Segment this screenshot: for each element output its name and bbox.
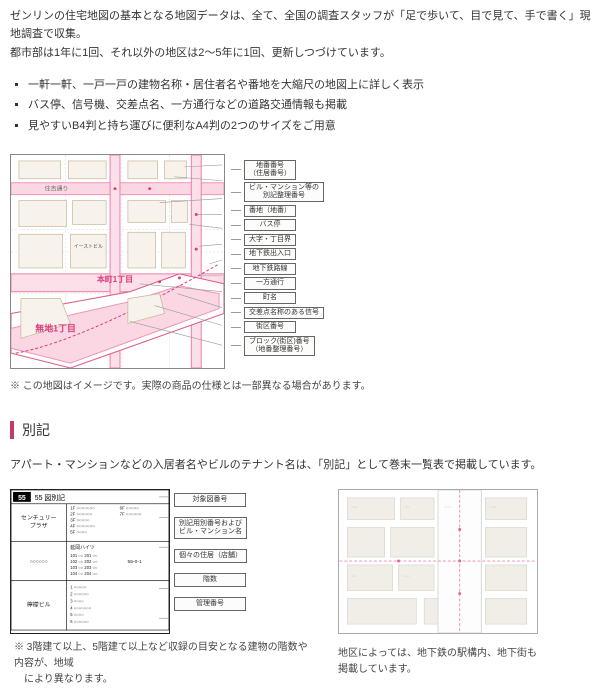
- svg-text:○○○: ○○○: [351, 573, 357, 577]
- svg-text:プラザ: プラザ: [30, 522, 48, 529]
- legend-callout: 対象図番号: [174, 493, 246, 507]
- svg-text:○○○○: ○○○○: [402, 573, 409, 577]
- map-diagram: 本町1丁目 無地1丁目 住吉通り イーストビル 地番番号 （住居番号） ビル・マ…: [10, 154, 591, 369]
- legend-image: 55 55 図別記 センチュリー プラザ 1F ○○○○○○○ 2F ○○○○○…: [10, 489, 170, 634]
- svg-text:104 ○○ 204 ○○: 104 ○○ 204 ○○: [70, 570, 98, 575]
- section-title: 別記: [22, 419, 50, 441]
- callout-label: 大字・丁目界: [244, 234, 296, 246]
- svg-text:1 ○○○○○: 1 ○○○○○: [70, 584, 86, 589]
- svg-text:住吉通り: 住吉通り: [45, 184, 69, 192]
- svg-text:55: 55: [18, 494, 26, 501]
- svg-text:檸檬ビル: 檸檬ビル: [27, 600, 51, 608]
- svg-text:2F ○○○○○○: 2F ○○○○○○: [70, 511, 92, 516]
- legend-note: ※ 3階建て以上、5階建て以上など収録の目安となる建物の階数や内容が、地域 によ…: [10, 640, 310, 688]
- svg-text:55-0-1: 55-0-1: [127, 559, 141, 565]
- section-header-bekki: 別記: [10, 419, 591, 441]
- callout-label: ビル・マンション等の 別記整理番号: [244, 182, 324, 202]
- svg-text:4F ○○○○○○○: 4F ○○○○○○○: [70, 523, 95, 528]
- svg-text:4 ○○○○○○○: 4 ○○○○○○○: [70, 605, 91, 610]
- callout-label: バス停: [244, 219, 296, 231]
- legend-callout: 別記用別番号および ビル・マンション名: [174, 517, 247, 539]
- feature-item: 見やすいB4判と持ち運びに便利なA4判の2つのサイズをご用意: [28, 118, 591, 136]
- svg-text:5 ○○○○: 5 ○○○○: [70, 612, 84, 617]
- callout-label: 地下鉄路線: [244, 263, 296, 275]
- legend-callout: 階数: [174, 573, 246, 587]
- svg-text:延岡ハイツ: 延岡ハイツ: [70, 544, 95, 551]
- svg-text:5F ○○○○: 5F ○○○○: [70, 529, 87, 534]
- callout-label: 街区番号: [244, 321, 296, 333]
- callout-label: 交差点名称のある信号: [244, 307, 324, 319]
- callout-label: 地番番号 （住居番号）: [244, 160, 296, 180]
- svg-text:101 ○○ 201 ○○: 101 ○○ 201 ○○: [70, 553, 98, 558]
- callout-label: ブロック(街区)番号 （地番整理番号）: [244, 336, 315, 356]
- feature-item: 一軒一軒、一戸一戸の建物名称・居住者名や番地を大縮尺の地図上に詳しく表示: [28, 77, 591, 95]
- svg-text:○○○○: ○○○○: [444, 504, 451, 508]
- callout-label: 番地（地番）: [244, 205, 296, 217]
- svg-text:○○○○: ○○○○: [351, 504, 358, 508]
- intro-line-2: 都市部は1年に1回、それ以外の地区は2〜5年に1回、更新しつづけています。: [10, 45, 591, 63]
- map-image: 本町1丁目 無地1丁目 住吉通り イーストビル: [10, 154, 225, 369]
- svg-text:イーストビル: イーストビル: [74, 243, 103, 250]
- svg-text:無地1丁目: 無地1丁目: [35, 322, 76, 333]
- svg-text:○○○○○○: ○○○○○○: [30, 560, 48, 565]
- svg-text:103 ○○ 203 ○○: 103 ○○ 203 ○○: [70, 564, 98, 569]
- svg-text:○○○: ○○○: [404, 504, 410, 508]
- svg-text:3 ○○○○: 3 ○○○○: [70, 598, 84, 603]
- svg-text:3F ○○○○○: 3F ○○○○○: [70, 517, 90, 522]
- svg-text:1F ○○○○○○○: 1F ○○○○○○○: [70, 505, 95, 510]
- callout-label: 一方通行: [244, 277, 296, 289]
- feature-item: バス停、信号機、交差点名、一方通行などの道路交通情報も掲載: [28, 97, 591, 115]
- svg-text:○○○○: ○○○○: [489, 504, 496, 508]
- callout-label: 地下鉄出入口: [244, 248, 296, 260]
- svg-text:7F ○○○○○○: 7F ○○○○○○: [120, 511, 142, 516]
- intro-line-1: ゼンリンの住宅地図の基本となる地図データは、全て、全国の調査スタッフが「足で歩い…: [10, 8, 591, 43]
- subway-image: ○○○○○○○ ○○○○○○○○ ○○○○○○○: [338, 489, 538, 634]
- legend-diagram: 55 55 図別記 センチュリー プラザ 1F ○○○○○○○ 2F ○○○○○…: [10, 489, 310, 634]
- svg-text:55 図別記: 55 図別記: [35, 492, 65, 501]
- subway-note: 地区によっては、地下鉄の駅構内、地下街も掲載しています。: [338, 646, 538, 678]
- svg-text:6 ○○○○○○: 6 ○○○○○○: [70, 619, 89, 624]
- svg-text:102 ○○ 202 ○○: 102 ○○ 202 ○○: [70, 559, 98, 564]
- svg-text:2 ○○○○○○: 2 ○○○○○○: [70, 591, 89, 596]
- legend-callout: 個々の住居（店舗）: [174, 549, 247, 563]
- svg-text:6F ○○○○○: 6F ○○○○○: [120, 505, 140, 510]
- callout-label: 町名: [244, 292, 296, 304]
- bekki-paragraph: アパート・マンションなどの入居者名やビルのテナント名は、「別記」として巻末一覧表…: [10, 457, 591, 475]
- accent-bar: [10, 421, 14, 439]
- legend-callout: 管理番号: [174, 597, 246, 611]
- svg-text:本町1丁目: 本町1丁目: [97, 273, 133, 283]
- map-note: ※ この地図はイメージです。実際の商品の仕様とは一部異なる場合があります。: [10, 379, 591, 395]
- feature-list: 一軒一軒、一戸一戸の建物名称・居住者名や番地を大縮尺の地図上に詳しく表示 バス停…: [28, 77, 591, 136]
- svg-text:センチュリー: センチュリー: [21, 514, 57, 521]
